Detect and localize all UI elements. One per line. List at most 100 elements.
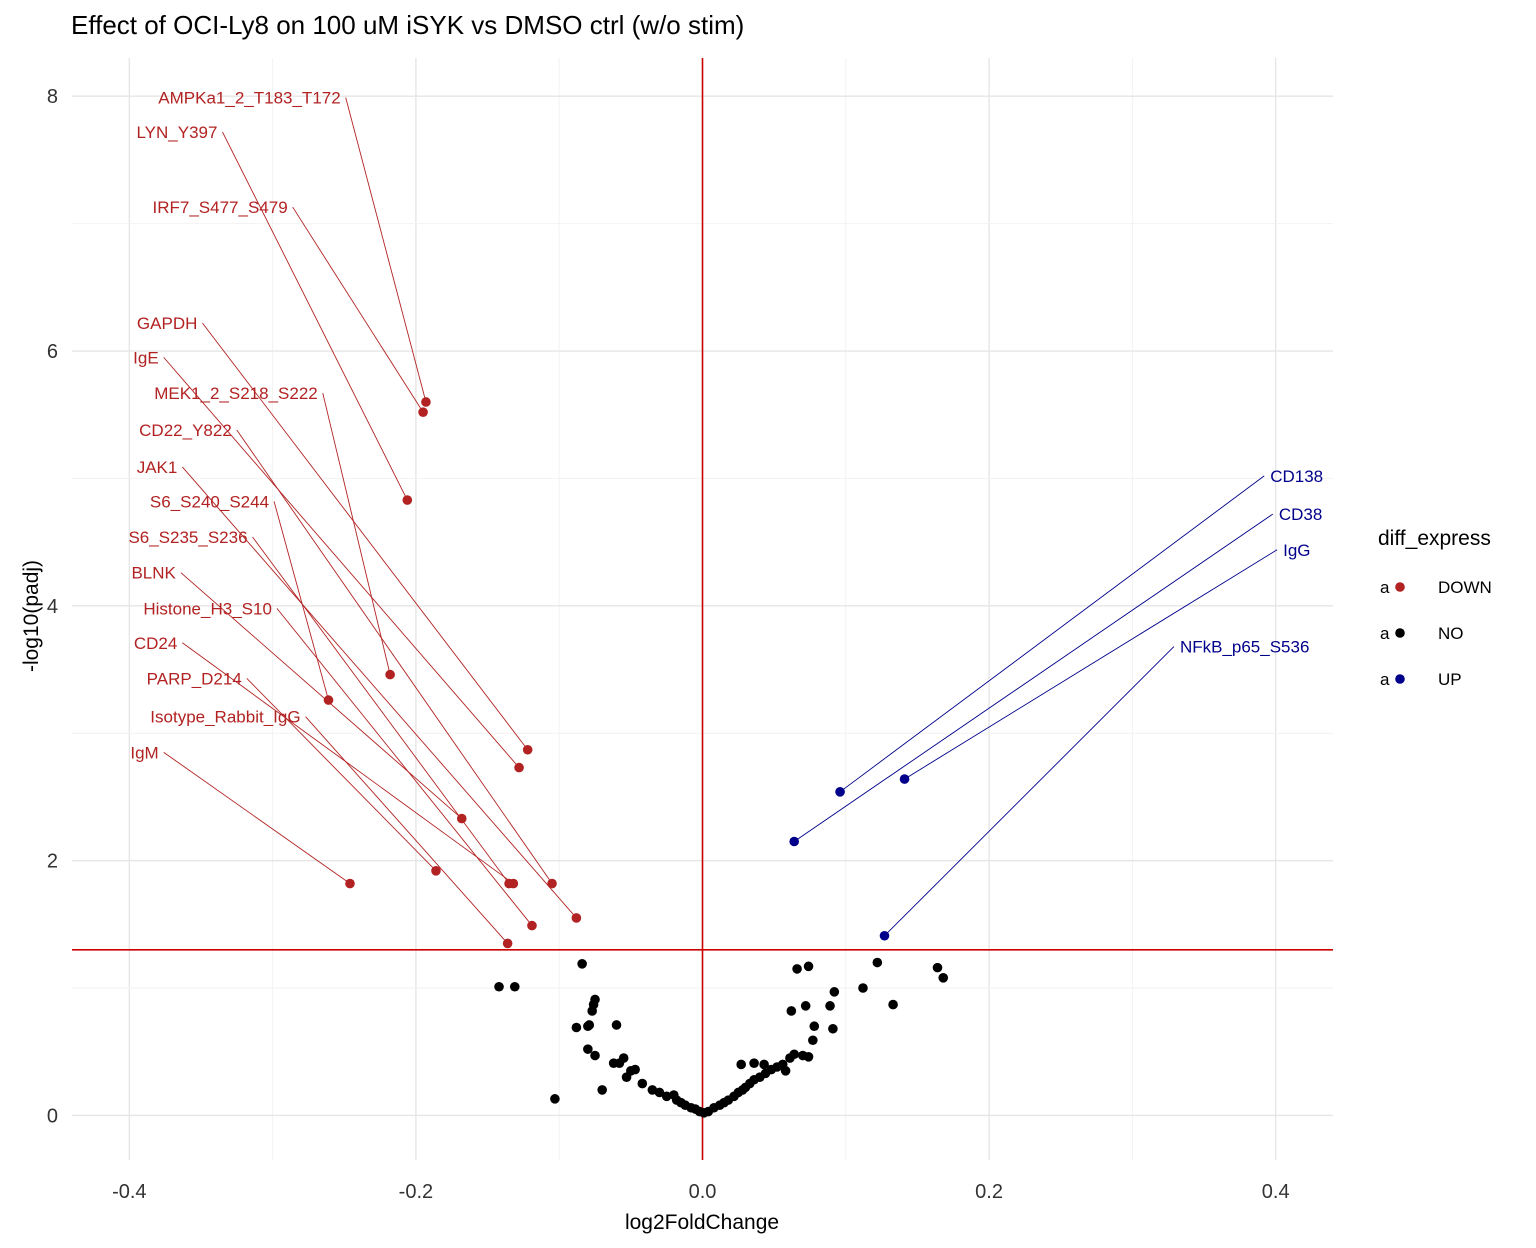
data-point-down	[502, 938, 513, 949]
label-connector	[322, 392, 391, 675]
data-point-ns	[611, 1020, 622, 1030]
data-point-down	[508, 878, 519, 889]
data-point-ns	[825, 1001, 835, 1011]
data-point-ns	[932, 962, 943, 973]
x-tick-label: -0.4	[112, 1181, 146, 1203]
data-point-ns	[587, 1006, 597, 1016]
point-label: IgE	[133, 348, 159, 367]
legend-label: NO	[1438, 624, 1464, 643]
label-connector	[292, 206, 424, 413]
point-label: S6_S235_S236	[128, 528, 247, 547]
x-axis-title: log2FoldChange	[625, 1211, 779, 1234]
data-point-ns	[736, 1059, 746, 1070]
data-point-ns	[661, 1091, 672, 1102]
point-label: IRF7_S477_S479	[153, 198, 288, 217]
data-point-up	[879, 930, 890, 941]
data-points	[323, 397, 949, 1118]
legend-key-glyph: a	[1380, 578, 1390, 597]
x-tick-label: 0.4	[1262, 1181, 1290, 1203]
data-point-ns	[577, 959, 587, 969]
data-point-down	[547, 878, 557, 889]
data-point-ns	[550, 1094, 560, 1104]
point-label: MEK1_2_S218_S222	[154, 384, 318, 403]
label-connector	[273, 501, 329, 701]
data-point-ns	[938, 973, 949, 983]
y-tick-label: 0	[47, 1105, 58, 1127]
data-point-ns	[509, 981, 520, 992]
data-point-ns	[792, 964, 802, 974]
label-connector	[345, 97, 427, 403]
point-label: IgG	[1283, 541, 1310, 560]
point-label: CD138	[1270, 467, 1323, 486]
y-axis-title: -log10(padj)	[20, 560, 43, 672]
y-tick-label: 8	[47, 86, 58, 108]
label-connector	[793, 513, 1274, 842]
label-connector	[276, 608, 533, 926]
legend-key-glyph: a	[1380, 624, 1390, 643]
label-connector	[904, 549, 1278, 780]
data-point-ns	[571, 1022, 582, 1033]
data-point-ns	[858, 983, 868, 993]
axis-ticks: -0.4 -0.2 0.0 0.2 0.4 0 2 4 6 8	[47, 86, 1290, 1203]
data-point-down	[522, 744, 533, 755]
label-connector	[222, 131, 408, 501]
label-connector	[163, 357, 520, 768]
point-label: AMPKa1_2_T183_T172	[158, 88, 340, 107]
data-point-ns	[630, 1064, 640, 1075]
data-point-ns	[590, 1050, 600, 1061]
data-point-up	[899, 774, 910, 784]
data-point-down	[571, 913, 582, 923]
data-point-ns	[809, 1021, 820, 1032]
point-label: Histone_H3_S10	[143, 599, 272, 618]
data-point-ns	[637, 1078, 648, 1089]
y-tick-label: 4	[47, 596, 58, 618]
data-point-ns	[583, 1044, 593, 1054]
data-point-ns	[621, 1072, 632, 1082]
label-connector	[252, 536, 510, 884]
data-point-ns	[618, 1053, 629, 1063]
data-point-down	[514, 762, 524, 773]
data-point-ns	[749, 1058, 759, 1068]
y-tick-label: 6	[47, 341, 58, 363]
point-label: JAK1	[137, 458, 178, 477]
point-label: CD22_Y822	[139, 421, 232, 440]
data-point-down	[345, 878, 355, 889]
label-connector	[181, 466, 577, 919]
point-label: IgM	[130, 743, 158, 762]
data-point-down	[385, 669, 395, 680]
data-point-ns	[789, 1049, 800, 1060]
data-point-ns	[786, 1006, 797, 1016]
legend-key-point	[1395, 582, 1405, 592]
data-point-ns	[780, 1066, 791, 1076]
data-point-ns	[872, 957, 883, 968]
point-label: PARP_D214	[147, 669, 242, 688]
label-connector	[246, 678, 437, 872]
legend-title: diff_express	[1378, 527, 1491, 550]
data-point-ns	[828, 1023, 838, 1034]
data-point-up	[789, 836, 800, 847]
data-point-ns	[803, 961, 814, 972]
point-label: BLNK	[131, 564, 176, 583]
point-label: LYN_Y397	[136, 123, 217, 142]
point-label: Isotype_Rabbit_IgG	[150, 708, 300, 727]
y-tick-label: 2	[47, 851, 58, 873]
data-point-ns	[803, 1052, 814, 1062]
data-point-up	[835, 787, 845, 797]
data-point-down	[431, 866, 441, 876]
legend-label: UP	[1438, 670, 1462, 689]
data-point-down	[418, 407, 428, 417]
data-point-ns	[494, 981, 504, 992]
data-point-ns	[808, 1035, 818, 1046]
x-tick-label: 0.2	[975, 1181, 1003, 1203]
data-point-down	[421, 397, 431, 407]
label-connector	[202, 322, 529, 751]
legend: diff_express a DOWN a NO a UP	[1378, 527, 1492, 689]
label-connector	[236, 429, 553, 884]
data-point-ns	[888, 999, 898, 1010]
legend-key-glyph: a	[1380, 670, 1390, 689]
point-label: S6_S240_S244	[150, 492, 269, 511]
data-point-ns	[829, 987, 840, 997]
point-label: CD38	[1279, 505, 1322, 524]
data-point-down	[323, 695, 334, 705]
